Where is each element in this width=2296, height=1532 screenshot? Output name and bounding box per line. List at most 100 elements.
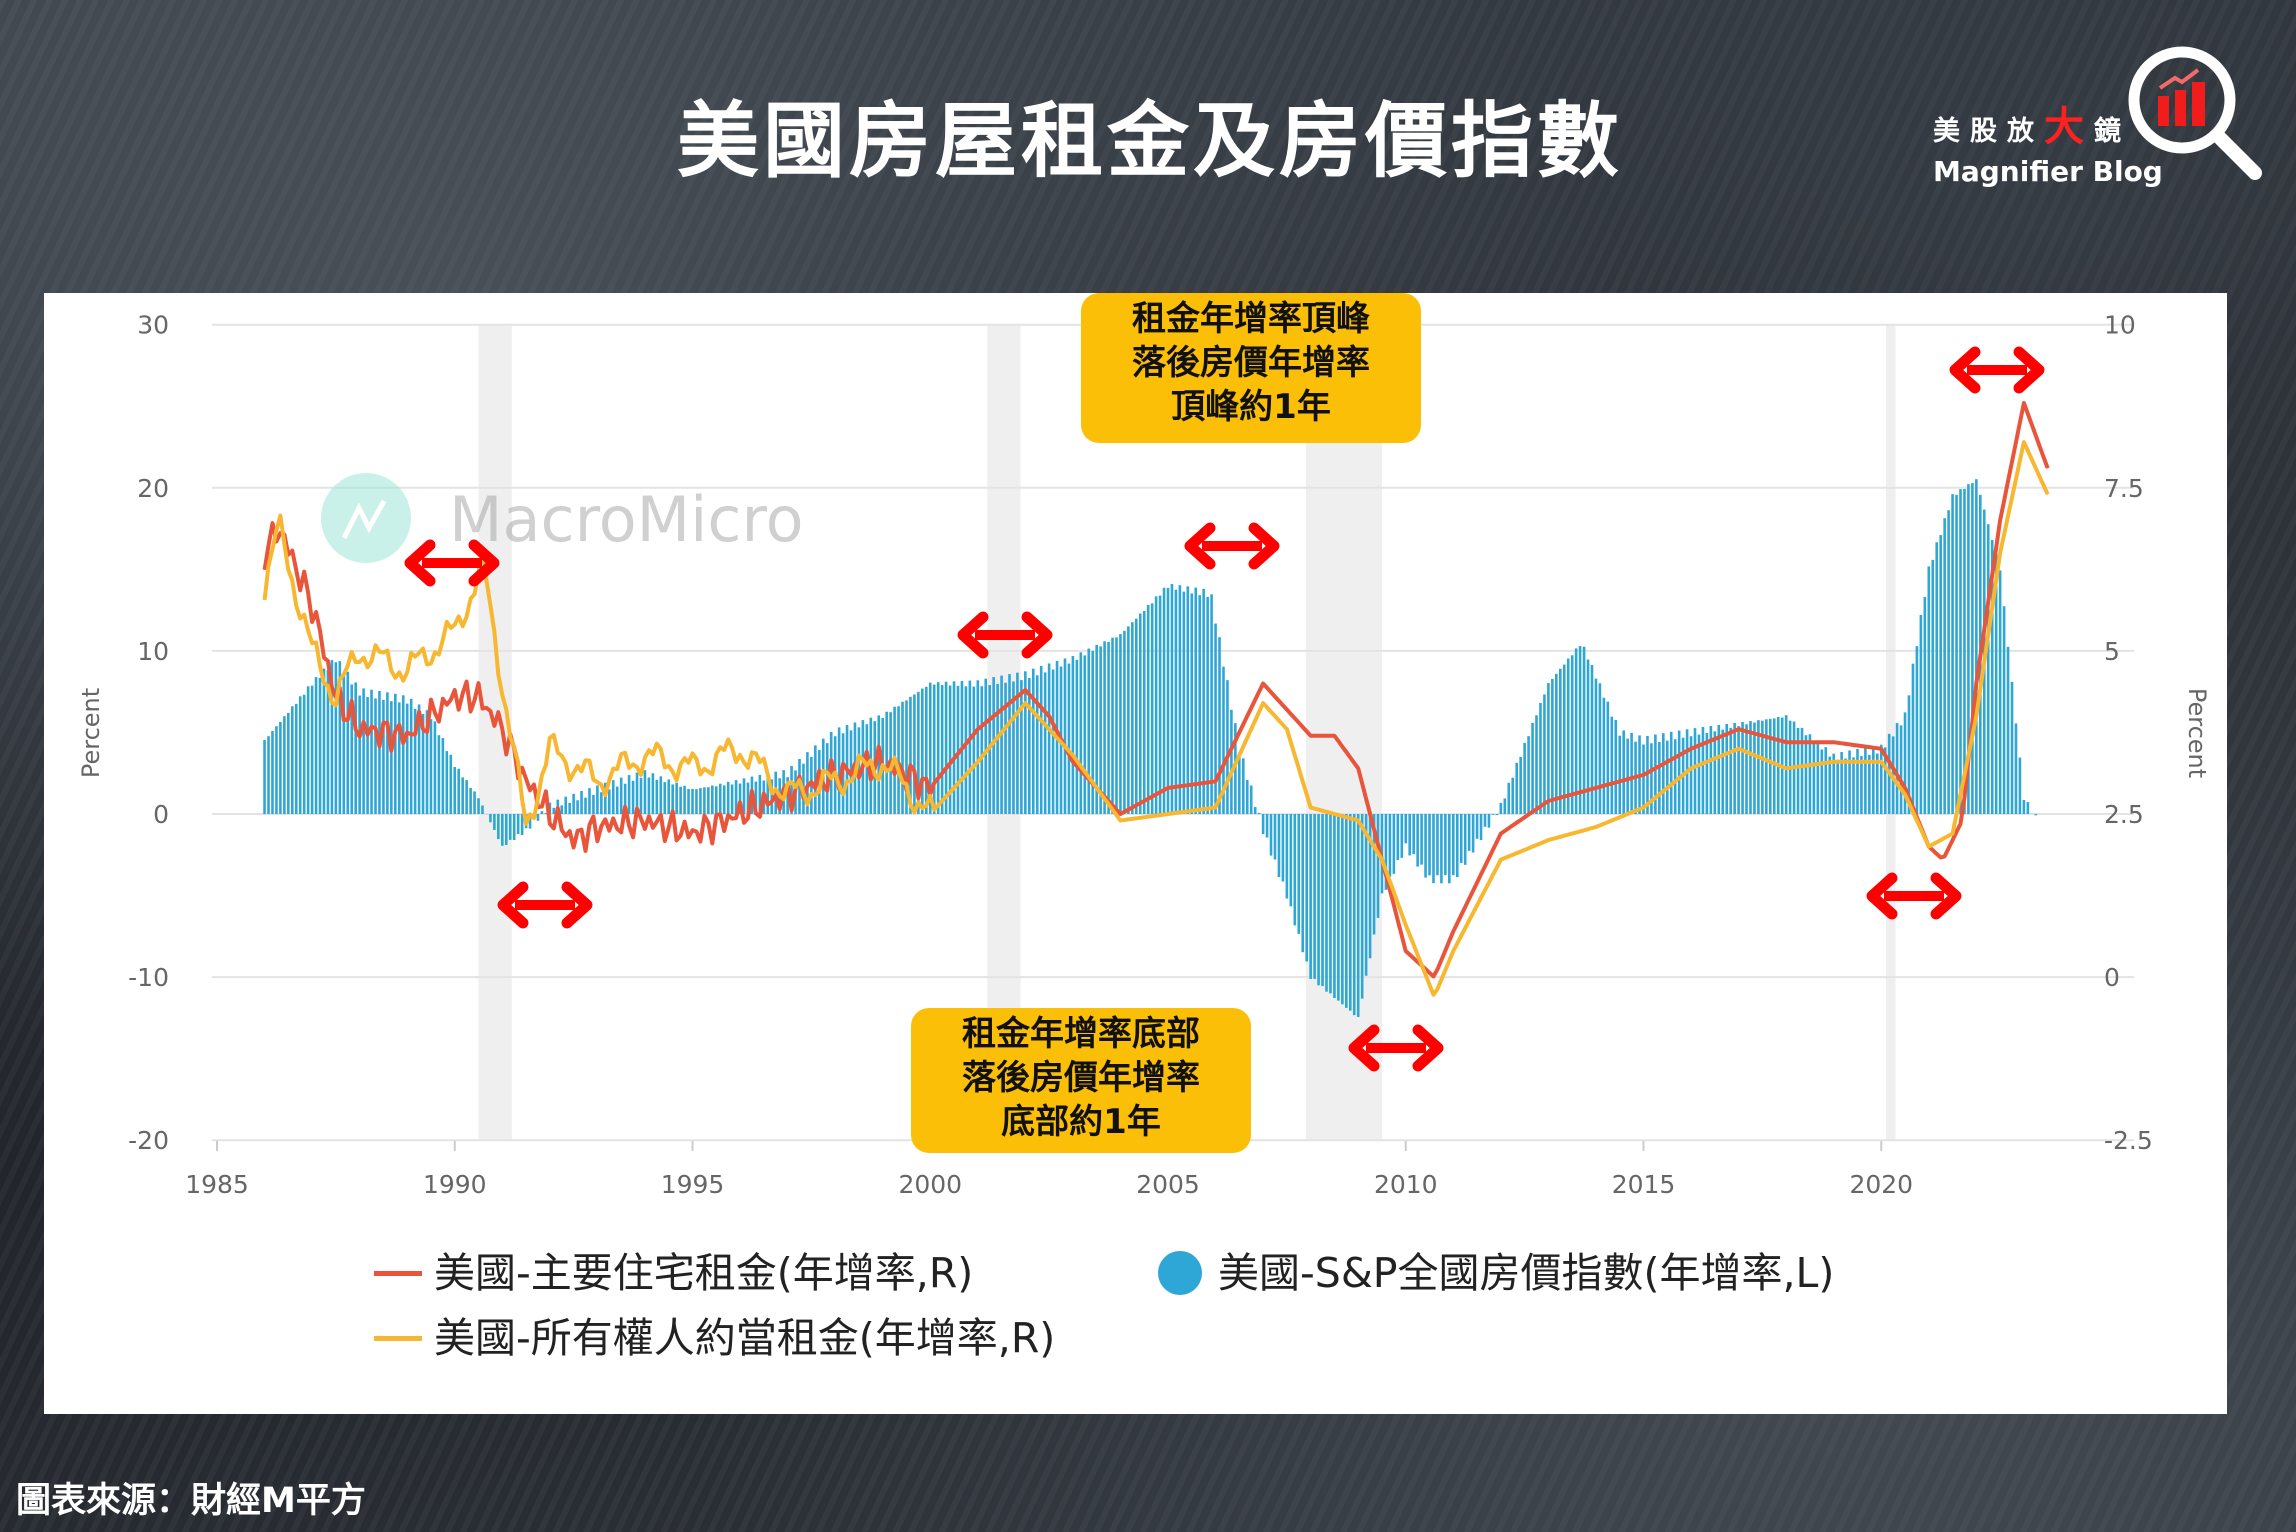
hpi-bar	[877, 715, 881, 814]
hpi-bar	[714, 786, 718, 814]
hpi-bar	[1761, 720, 1764, 814]
hpi-bar	[1115, 637, 1118, 814]
hpi-bar	[837, 727, 841, 814]
hpi-bar	[1273, 814, 1277, 860]
hpi-bar	[683, 785, 686, 814]
hpi-bar	[1131, 622, 1134, 814]
hpi-bar	[746, 782, 750, 814]
hpi-bar	[1495, 814, 1499, 816]
x-tick-label: 2000	[898, 1170, 962, 1199]
double-arrow-icon	[497, 881, 593, 929]
hpi-bar	[1986, 524, 1990, 814]
hpi-bar	[1872, 746, 1875, 814]
hpi-bar	[516, 814, 520, 835]
hpi-bar	[707, 787, 710, 814]
hpi-bar	[346, 671, 350, 814]
hpi-bar	[1436, 814, 1439, 876]
hpi-bar	[619, 777, 623, 814]
hpi-bar	[952, 681, 956, 814]
hpi-bar	[338, 661, 342, 814]
hpi-bar	[1269, 814, 1273, 856]
y-tick-right: 2.5	[2104, 800, 2144, 829]
hpi-bar	[1455, 814, 1459, 878]
hpi-bar	[1963, 488, 1966, 814]
hpi-bar	[742, 778, 746, 814]
hpi-bar	[1832, 753, 1835, 814]
hpi-bar	[631, 780, 635, 814]
hpi-bar	[1388, 814, 1392, 877]
arrow-head-right	[2013, 346, 2045, 394]
hpi-bar	[671, 784, 674, 814]
hpi-bar	[1146, 604, 1150, 814]
hpi-bar	[425, 710, 429, 814]
hpi-bar	[1796, 727, 1800, 814]
hpi-bar	[1535, 715, 1538, 814]
hpi-bar	[1523, 742, 1526, 814]
hpi-bar	[354, 682, 357, 814]
hpi-bar	[1479, 814, 1483, 841]
hpi-bar	[1051, 669, 1055, 814]
legend-item-hpi[interactable]: 美國-S&P全國房價指數(年增率,L)	[1158, 1248, 1834, 1298]
hpi-bar	[944, 681, 948, 814]
hpi-bar	[1606, 701, 1610, 814]
hpi-bar	[1309, 814, 1312, 979]
hpi-bar	[1420, 814, 1423, 865]
hpi-bar	[1594, 678, 1598, 814]
legend-item-oer[interactable]: 美國-所有權人約當租金(年增率,R)	[374, 1313, 1055, 1363]
hpi-bar	[1424, 814, 1427, 878]
hpi-bar	[1800, 727, 1804, 814]
hpi-bar	[1598, 683, 1602, 814]
hpi-bar	[1483, 814, 1487, 827]
hpi-bar	[1356, 814, 1360, 1017]
hpi-bar	[263, 740, 266, 814]
y-tick-right: 0	[2104, 963, 2120, 992]
double-arrow-icon	[1184, 522, 1280, 570]
hpi-bar	[1293, 814, 1297, 926]
hpi-bar	[283, 716, 286, 814]
hpi-bar	[294, 703, 298, 814]
hpi-bar	[1158, 595, 1162, 814]
hpi-bar	[1428, 814, 1431, 876]
hpi-bar	[1261, 814, 1265, 835]
hpi-bar	[996, 683, 999, 814]
hpi-bar	[1499, 802, 1503, 814]
hpi-bar	[528, 814, 532, 829]
hpi-bar	[909, 696, 912, 814]
hpi-bar	[1281, 814, 1285, 882]
hpi-bar	[1998, 570, 2002, 814]
hpi-bar	[445, 751, 449, 814]
hpi-bar	[1836, 759, 1839, 814]
legend-dot-blue	[1158, 1251, 1202, 1295]
hpi-bar	[1622, 730, 1625, 814]
hpi-bar	[1230, 709, 1233, 814]
hpi-bar	[318, 677, 322, 814]
hpi-bar	[1677, 730, 1681, 814]
hpi-bar	[1899, 725, 1903, 814]
hpi-bar	[421, 714, 425, 814]
y-axis-right-label: Percent	[2183, 688, 2211, 778]
hpi-bar	[1099, 646, 1102, 814]
y-tick-left: -20	[128, 1126, 169, 1155]
hpi-bar	[1198, 595, 1201, 814]
hpi-bar	[1400, 814, 1404, 858]
double-arrow-icon	[404, 539, 500, 587]
hpi-bar	[1012, 681, 1015, 814]
hpi-bar	[1994, 553, 1998, 814]
legend-line-red	[374, 1270, 422, 1276]
hpi-bar	[1721, 729, 1725, 814]
hpi-bar	[1182, 591, 1186, 814]
hpi-bar	[1067, 663, 1071, 814]
y-tick-right: 10	[2104, 311, 2136, 340]
hpi-bar	[584, 797, 587, 814]
hpi-bar	[326, 670, 330, 814]
hpi-bar	[1959, 489, 1962, 814]
hpi-bar	[504, 814, 508, 845]
hpi-bar	[1868, 754, 1871, 814]
hpi-bar	[972, 686, 976, 814]
hpi-bar	[1669, 731, 1673, 814]
legend-item-rent[interactable]: 美國-主要住宅租金(年增率,R)	[374, 1248, 973, 1298]
hpi-bar	[2002, 606, 2006, 814]
arrow-head-left	[404, 539, 436, 587]
recession-band	[478, 325, 512, 1141]
hpi-bar	[1031, 668, 1035, 814]
